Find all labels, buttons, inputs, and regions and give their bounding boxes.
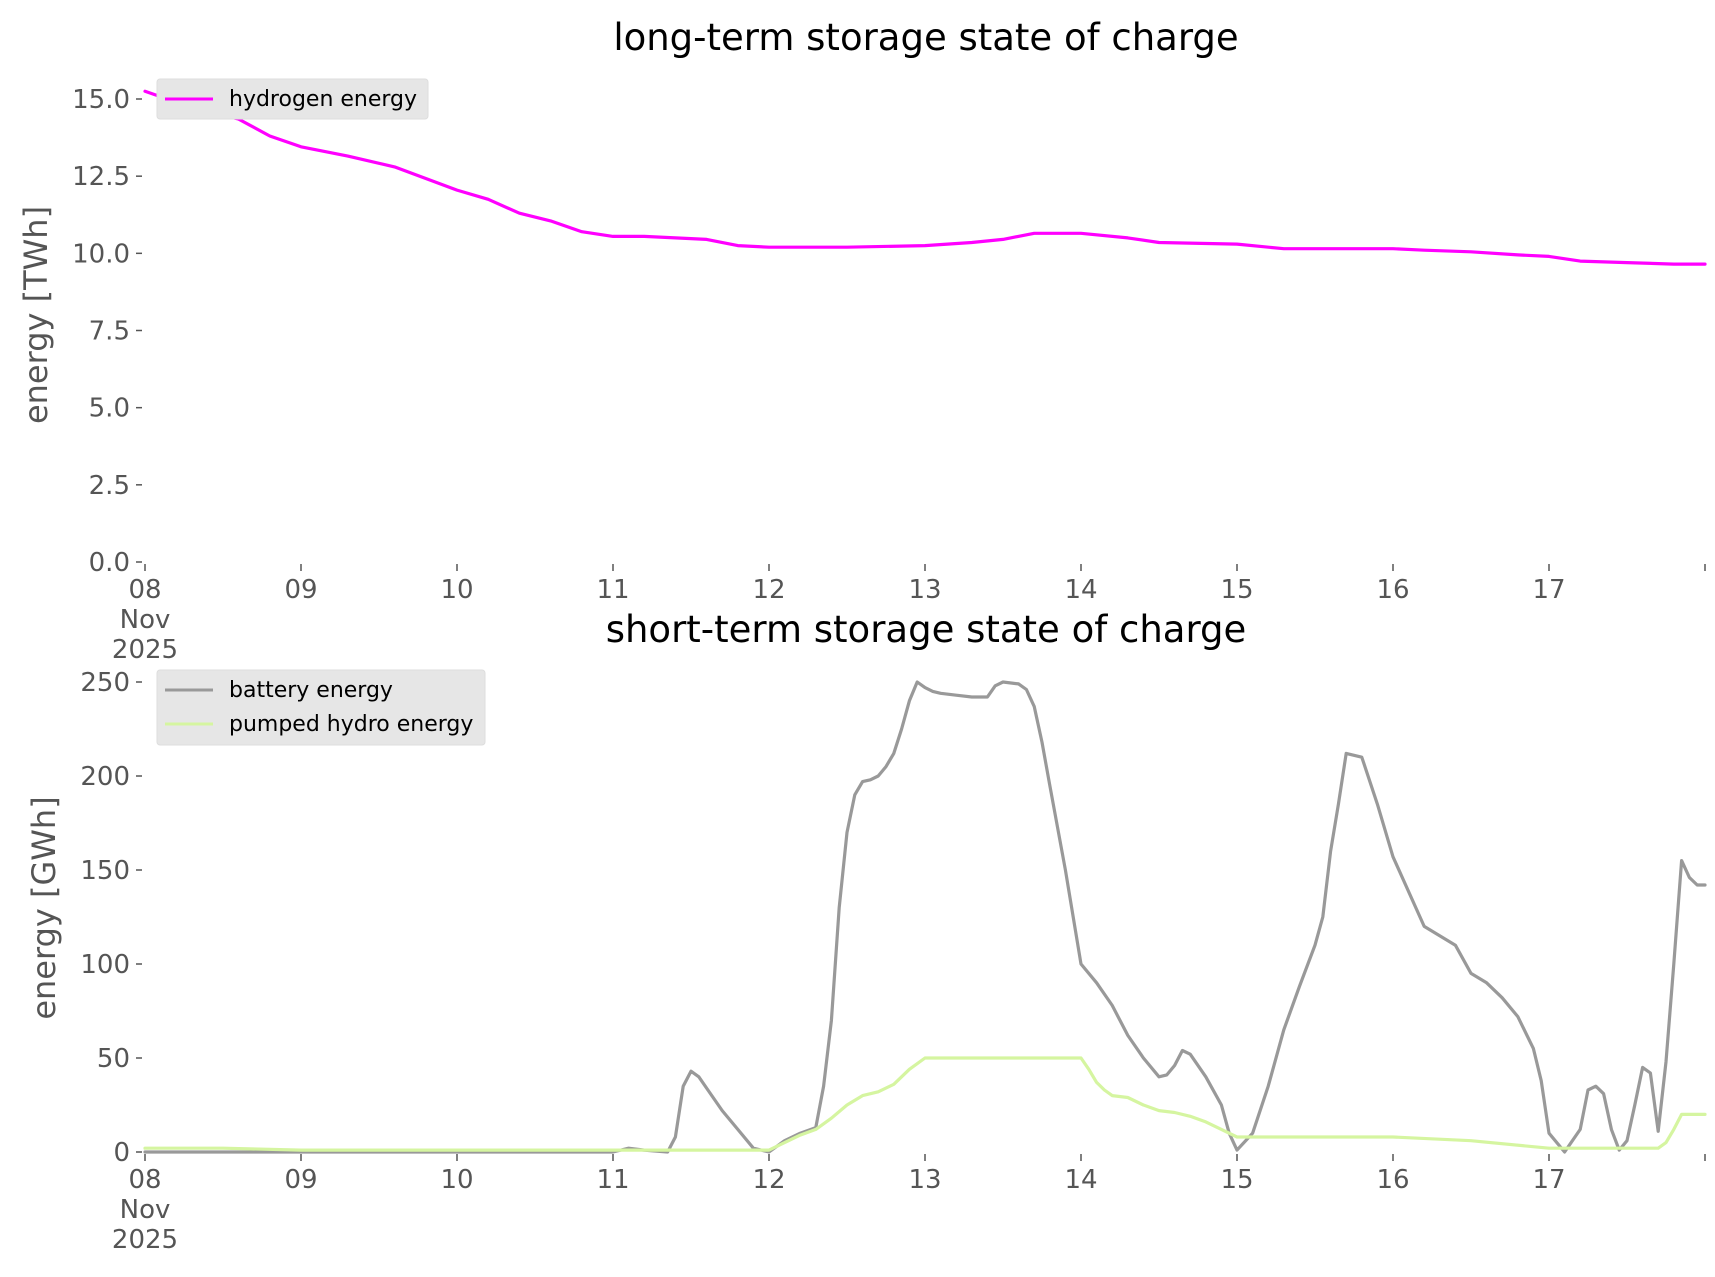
x-tick-label: 15 — [1220, 575, 1253, 605]
y-tick-label: 5.0 — [89, 394, 130, 424]
y-tick-label: 7.5 — [89, 317, 130, 347]
x-tick-label: 17 — [1532, 575, 1565, 605]
x-tick-label: 13 — [908, 575, 941, 605]
short-term-storage-chart: short-term storage state of charge energ… — [25, 608, 1707, 1255]
y-tick-label: 150 — [80, 856, 130, 886]
legend-box — [156, 669, 486, 746]
x-tick-label: 08 Nov 2025 — [112, 1165, 178, 1255]
y-tick-label: 250 — [80, 668, 130, 698]
axes: 0.0 2.5 5.0 7.5 10.0 12.5 15.0 08 Nov 2025 09 10 11 1… — [72, 85, 1706, 665]
chart-title: short-term storage state of charge — [606, 608, 1247, 651]
x-tick-label: 11 — [596, 575, 629, 605]
legend-label-pumped-hydro: pumped hydro energy — [229, 712, 473, 737]
legend: hydrogen energy — [156, 78, 429, 120]
y-tick-label: 10.0 — [72, 239, 130, 269]
x-tick-label: 14 — [1064, 1165, 1097, 1195]
x-tick-label: 16 — [1376, 575, 1409, 605]
legend: battery energy pumped hydro energy — [156, 669, 486, 746]
y-tick-label: 2.5 — [89, 471, 130, 501]
series-lines — [143, 680, 1707, 1154]
axes: 0 50 100 150 200 250 08 Nov 2025 09 10 11 12 13 14 15 16… — [80, 668, 1706, 1255]
long-term-storage-chart: long-term storage state of charge energy… — [17, 16, 1707, 665]
x-tick-label: 11 — [596, 1165, 629, 1195]
chart-title: long-term storage state of charge — [613, 16, 1238, 59]
y-tick-label: 0 — [113, 1138, 130, 1168]
y-tick-label: 12.5 — [72, 162, 130, 192]
x-tick-label: 09 — [284, 1165, 317, 1195]
x-tick-label: 10 — [440, 1165, 473, 1195]
y-tick-label: 0.0 — [89, 548, 130, 578]
y-axis-label: energy [GWh] — [25, 796, 63, 1019]
x-tick-label: 15 — [1220, 1165, 1253, 1195]
series-lines — [143, 89, 1707, 266]
x-tick-label: 08 Nov 2025 — [112, 575, 178, 665]
x-tick-label: 13 — [908, 1165, 941, 1195]
series-line-pumped-hydro-energy — [143, 1056, 1707, 1152]
y-tick-label: 200 — [80, 762, 130, 792]
x-tick-label: 16 — [1376, 1165, 1409, 1195]
legend-label-battery: battery energy — [229, 678, 393, 703]
x-tick-label: 12 — [752, 1165, 785, 1195]
y-tick-label: 100 — [80, 950, 130, 980]
x-tick-label: 09 — [284, 575, 317, 605]
x-tick-label: 17 — [1532, 1165, 1565, 1195]
series-line-hydrogen-energy — [143, 89, 1707, 266]
y-axis-label: energy [TWh] — [17, 206, 55, 424]
legend-box — [156, 78, 429, 120]
y-tick-label: 50 — [97, 1044, 130, 1074]
x-tick-label: 10 — [440, 575, 473, 605]
x-tick-label: 14 — [1064, 575, 1097, 605]
y-tick-label: 15.0 — [72, 85, 130, 115]
legend-label-hydrogen: hydrogen energy — [229, 87, 417, 112]
series-line-battery-energy — [143, 680, 1707, 1154]
x-tick-label: 12 — [752, 575, 785, 605]
